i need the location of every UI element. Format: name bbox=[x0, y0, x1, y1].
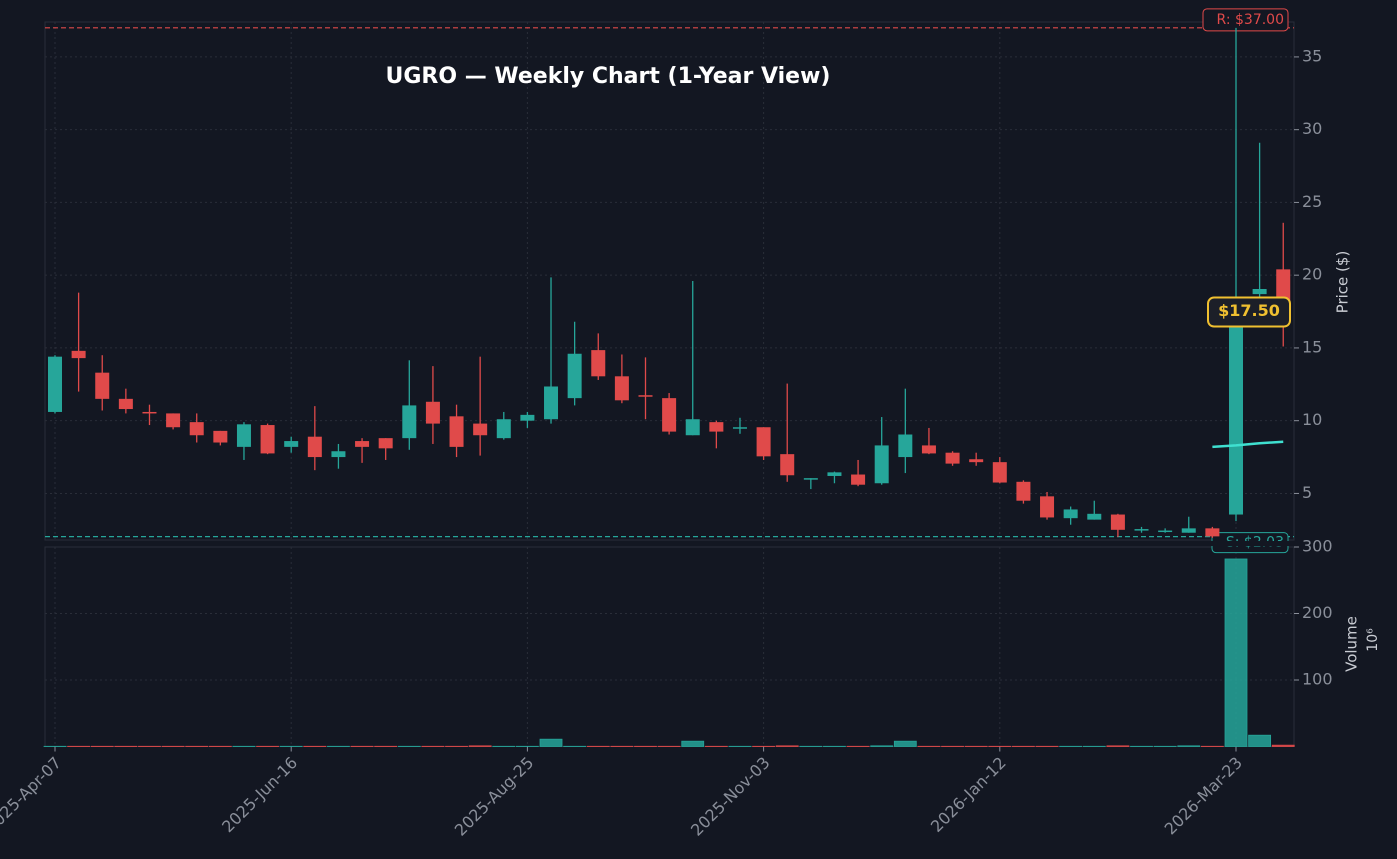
candle-body bbox=[780, 454, 795, 476]
y-tick-label: 15 bbox=[1302, 337, 1322, 356]
volume-bar bbox=[468, 745, 492, 747]
y-tick-label: 300 bbox=[1302, 537, 1333, 556]
candle-body bbox=[874, 445, 889, 484]
candle-body bbox=[118, 398, 133, 410]
candle-body bbox=[95, 372, 110, 399]
candle-body bbox=[1110, 514, 1125, 530]
candle-body bbox=[1252, 289, 1267, 295]
candle-body bbox=[355, 441, 370, 447]
candle-body bbox=[449, 416, 464, 447]
volume-axis-label: Volume bbox=[1343, 616, 1361, 672]
candle-body bbox=[1158, 530, 1173, 533]
candle-body bbox=[1205, 528, 1220, 537]
candle-body bbox=[685, 419, 700, 436]
candle-body bbox=[992, 462, 1007, 483]
chart-title: UGRO — Weekly Chart (1-Year View) bbox=[386, 64, 831, 89]
volume-bar bbox=[1177, 745, 1201, 747]
candle-body bbox=[921, 445, 936, 454]
y-tick-label: 5 bbox=[1302, 483, 1312, 502]
candle-body bbox=[260, 425, 275, 454]
volume-bar bbox=[870, 745, 894, 747]
y-tick-label: 30 bbox=[1302, 119, 1322, 138]
candle-body bbox=[756, 427, 771, 457]
candle-body bbox=[71, 350, 86, 359]
candle-body bbox=[520, 414, 535, 421]
candle-body bbox=[331, 451, 346, 458]
candle-body bbox=[1087, 513, 1102, 520]
volume-bar bbox=[1248, 734, 1272, 747]
candle-body bbox=[48, 356, 62, 412]
candle-body bbox=[1063, 509, 1078, 519]
candle-body bbox=[945, 452, 960, 464]
candle-body bbox=[567, 353, 582, 399]
last-price-box bbox=[1207, 296, 1291, 328]
volume-bar bbox=[893, 740, 917, 747]
resistance-label-box bbox=[1202, 8, 1289, 32]
moving-average-line bbox=[1212, 440, 1284, 449]
panel-gap bbox=[44, 541, 1295, 546]
y-tick-label: 20 bbox=[1302, 265, 1322, 284]
candle-body bbox=[166, 413, 181, 428]
volume-bar bbox=[539, 738, 563, 747]
candle-body bbox=[709, 422, 724, 432]
y-tick-label: 100 bbox=[1302, 670, 1333, 689]
candle-body bbox=[402, 405, 417, 439]
volume-scale-label: 10⁶ bbox=[1365, 628, 1381, 652]
candle-body bbox=[1040, 496, 1055, 518]
volume-bar bbox=[1271, 744, 1295, 747]
candle-body bbox=[544, 386, 559, 420]
last-price-label: $17.50 bbox=[1218, 301, 1280, 320]
candle-body bbox=[851, 474, 866, 485]
candle-body bbox=[284, 441, 299, 447]
y-tick-label: 10 bbox=[1302, 410, 1322, 429]
candle-body bbox=[496, 419, 511, 439]
candle-body bbox=[827, 472, 842, 476]
resistance-label: R: $37.00 bbox=[1217, 12, 1284, 28]
volume-bar bbox=[1106, 745, 1130, 747]
candle-body bbox=[1016, 481, 1031, 501]
volume-bar bbox=[775, 745, 799, 747]
candle-body bbox=[1134, 529, 1149, 531]
y-tick-label: 25 bbox=[1302, 192, 1322, 211]
candle-body bbox=[1229, 320, 1243, 515]
price-panel bbox=[44, 21, 1295, 541]
candle-body bbox=[591, 350, 606, 377]
candle-body bbox=[142, 411, 157, 414]
candle-body bbox=[213, 430, 228, 443]
candle-body bbox=[732, 427, 747, 429]
volume-bar bbox=[1224, 558, 1248, 747]
candle-body bbox=[307, 436, 322, 458]
candle-body bbox=[473, 423, 488, 436]
y-tick-label: 35 bbox=[1302, 46, 1322, 65]
candle-body bbox=[189, 422, 204, 436]
candle-body bbox=[898, 434, 913, 458]
candle-body bbox=[378, 438, 393, 449]
candle-body bbox=[425, 401, 440, 424]
candle-body bbox=[1181, 528, 1196, 533]
y-tick-label: 200 bbox=[1302, 603, 1333, 622]
y-axis-label: Price ($) bbox=[1334, 251, 1352, 314]
candle-body bbox=[236, 424, 251, 447]
candle-body bbox=[614, 376, 629, 401]
candle-body bbox=[803, 478, 818, 480]
candle-body bbox=[969, 459, 984, 463]
candle-body bbox=[662, 398, 677, 432]
candle-body bbox=[638, 395, 653, 397]
volume-bar bbox=[681, 740, 705, 747]
